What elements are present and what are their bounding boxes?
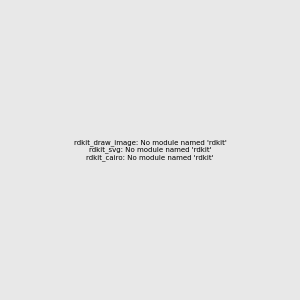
Text: rdkit_draw_image: No module named 'rdkit'
rdkit_svg: No module named 'rdkit'
rdk: rdkit_draw_image: No module named 'rdkit… <box>74 139 226 161</box>
